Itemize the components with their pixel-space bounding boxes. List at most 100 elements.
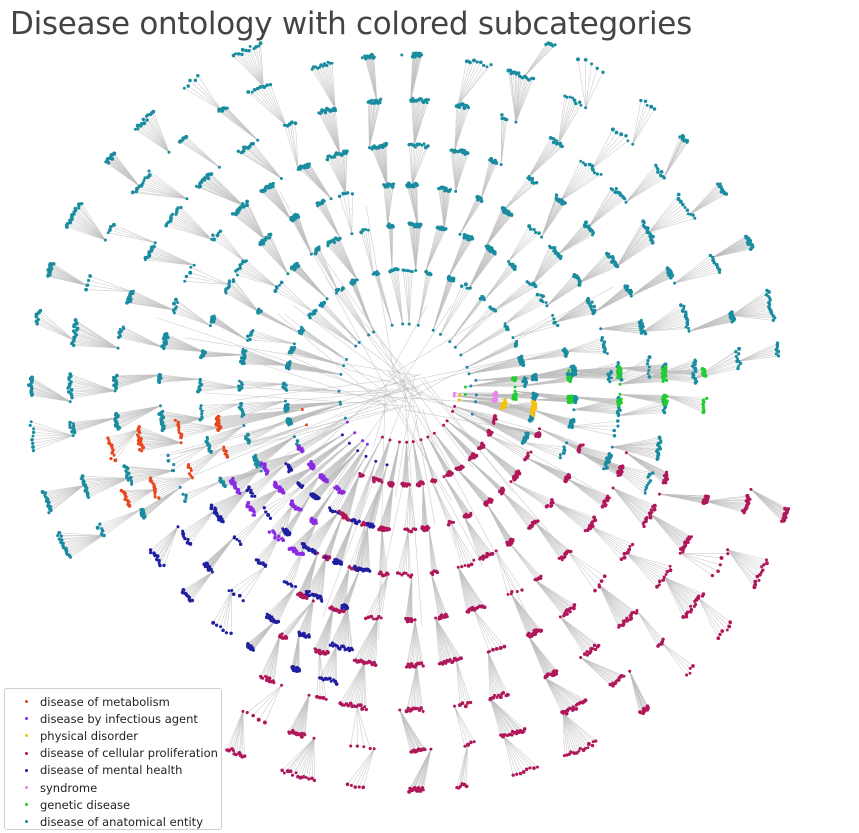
node <box>111 222 116 227</box>
edge <box>388 372 615 501</box>
edge <box>212 590 233 623</box>
node <box>557 252 560 256</box>
node <box>523 384 527 389</box>
node <box>503 322 507 326</box>
edge <box>247 419 289 440</box>
node <box>506 327 510 332</box>
edge <box>366 206 396 385</box>
node <box>284 399 287 403</box>
edge <box>264 685 282 723</box>
node <box>152 244 156 249</box>
node <box>442 228 446 232</box>
node <box>535 292 540 297</box>
node <box>668 275 673 280</box>
edge <box>342 288 369 336</box>
edge <box>612 487 647 522</box>
edge <box>343 193 353 234</box>
node <box>418 222 423 227</box>
edge <box>159 374 201 380</box>
edge <box>580 657 614 684</box>
node <box>228 279 231 283</box>
edge <box>457 62 471 105</box>
edge <box>283 386 340 392</box>
node <box>465 365 469 369</box>
edge <box>201 403 241 406</box>
node <box>238 386 242 390</box>
edge <box>416 185 418 226</box>
edge <box>503 736 521 774</box>
edge <box>698 597 723 632</box>
edge <box>480 162 497 200</box>
edge <box>185 480 222 496</box>
edge <box>180 207 212 240</box>
node <box>390 323 394 327</box>
node <box>467 106 471 110</box>
node <box>608 380 612 384</box>
node <box>130 190 135 195</box>
edge <box>250 334 295 345</box>
edge <box>184 87 222 111</box>
edge <box>150 526 179 553</box>
edge <box>279 192 395 404</box>
node <box>339 372 343 376</box>
edge <box>336 293 369 336</box>
edge <box>246 260 277 287</box>
edge <box>674 257 714 284</box>
edge <box>504 300 542 325</box>
node <box>265 83 269 88</box>
node <box>564 354 568 358</box>
edge <box>455 308 492 348</box>
node <box>114 411 119 416</box>
edge <box>378 384 386 640</box>
node <box>458 232 462 236</box>
edge <box>664 577 691 612</box>
edge <box>565 341 605 352</box>
edge <box>625 176 663 203</box>
edge <box>626 553 668 572</box>
edge <box>287 125 299 170</box>
edge <box>291 122 299 170</box>
edge <box>186 136 220 168</box>
node <box>521 364 525 368</box>
edge <box>184 480 222 502</box>
edge <box>642 322 688 332</box>
node <box>357 341 361 344</box>
edge <box>500 119 508 165</box>
edge <box>698 597 719 639</box>
edge <box>172 214 212 240</box>
edge <box>191 446 224 471</box>
edge <box>176 209 212 240</box>
edge <box>588 198 625 228</box>
edge <box>149 255 195 266</box>
edge <box>560 172 595 202</box>
edge <box>425 228 447 272</box>
edge <box>102 509 141 532</box>
edge <box>411 144 418 186</box>
node <box>534 180 539 185</box>
edge <box>527 146 563 179</box>
node <box>559 199 563 203</box>
node <box>560 144 564 149</box>
node <box>219 479 223 483</box>
edge <box>69 377 116 392</box>
edge <box>594 293 631 313</box>
edge <box>420 439 433 480</box>
node <box>86 278 91 283</box>
edge <box>185 480 222 499</box>
node <box>629 294 633 298</box>
edge <box>626 553 664 581</box>
node <box>648 375 652 379</box>
node <box>283 382 287 386</box>
edge <box>227 107 258 141</box>
node <box>238 266 242 270</box>
edge <box>398 306 452 387</box>
node <box>111 375 115 379</box>
edge <box>411 143 425 186</box>
edge <box>565 339 602 352</box>
edge <box>385 393 453 502</box>
edge <box>124 465 174 471</box>
edge <box>242 566 266 601</box>
node <box>198 377 202 381</box>
node <box>343 416 347 420</box>
edge <box>200 379 241 388</box>
